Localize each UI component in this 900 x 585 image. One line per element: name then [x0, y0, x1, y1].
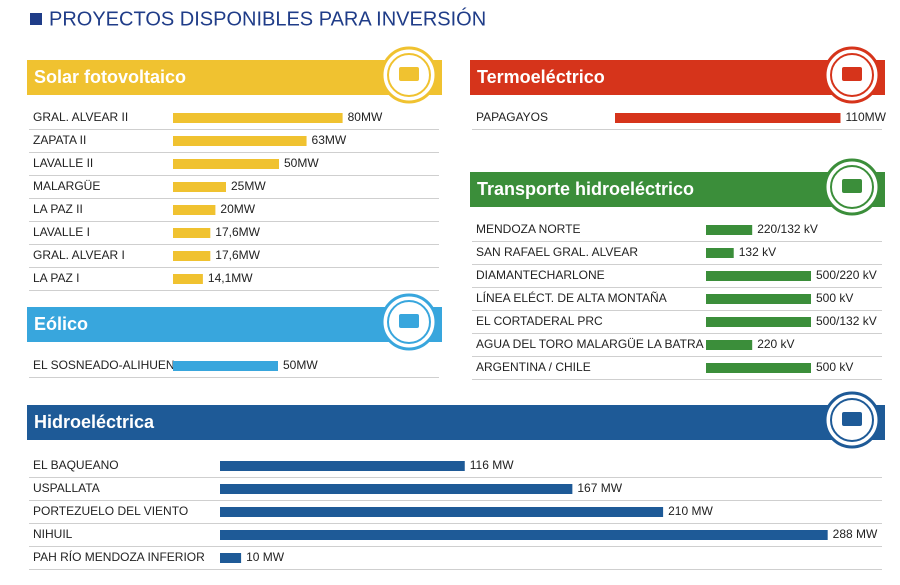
value-label: 50MW — [283, 358, 318, 372]
value-label: 220 kV — [757, 337, 794, 351]
category-label: PORTEZUELO DEL VIENTO — [33, 504, 188, 518]
bar — [220, 530, 828, 540]
value-label: 50MW — [284, 156, 319, 170]
category-label: LAVALLE I — [33, 225, 90, 239]
value-label: 500 kV — [816, 291, 853, 305]
category-label: ARGENTINA / CHILE — [476, 360, 591, 374]
category-label: SAN RAFAEL GRAL. ALVEAR — [476, 245, 638, 259]
category-label: PAPAGAYOS — [476, 110, 548, 124]
bar — [706, 340, 753, 350]
category-label: USPALLATA — [33, 481, 100, 495]
bar — [220, 484, 573, 494]
bar — [706, 363, 811, 373]
bar — [706, 317, 811, 327]
bar — [220, 507, 664, 517]
value-label: 10 MW — [246, 550, 285, 564]
section-title: Solar fotovoltaico — [34, 67, 186, 87]
value-label: 20MW — [220, 202, 255, 216]
value-label: 17,6MW — [215, 248, 260, 262]
bar — [173, 251, 211, 261]
category-label: LA PAZ I — [33, 271, 79, 285]
category-label: MENDOZA NORTE — [476, 222, 580, 236]
bar — [173, 136, 307, 146]
value-label: 132 kV — [739, 245, 776, 259]
section-icon-inner — [830, 165, 874, 209]
value-label: 288 MW — [833, 527, 878, 541]
section-header — [470, 60, 885, 95]
section-header — [27, 405, 885, 440]
category-label: AGUA DEL TORO MALARGÜE LA BATRA — [476, 337, 704, 351]
bar — [173, 361, 278, 371]
value-label: 25MW — [231, 179, 266, 193]
section-icon-glyph — [842, 412, 862, 426]
bar — [706, 225, 753, 235]
section-icon-glyph — [399, 314, 419, 328]
section-icon-glyph — [399, 67, 419, 81]
value-label: 500/220 kV — [816, 268, 877, 282]
category-label: NIHUIL — [33, 527, 73, 541]
bar — [173, 274, 203, 284]
value-label: 110MW — [846, 110, 887, 124]
value-label: 210 MW — [668, 504, 713, 518]
category-label: GRAL. ALVEAR I — [33, 248, 125, 262]
bar — [173, 113, 343, 123]
section-icon-inner — [387, 53, 431, 97]
category-label: MALARGÜE — [33, 179, 100, 193]
value-label: 500/132 kV — [816, 314, 877, 328]
value-label: 17,6MW — [215, 225, 260, 239]
section-icon-inner — [387, 300, 431, 344]
category-label: LA PAZ II — [33, 202, 83, 216]
bar — [173, 205, 216, 215]
category-label: EL SOSNEADO-ALIHUEN — [33, 358, 175, 372]
bar — [706, 271, 811, 281]
section-title: Hidroeléctrica — [34, 412, 155, 432]
bar — [220, 461, 465, 471]
value-label: 63MW — [312, 133, 347, 147]
bar — [173, 159, 279, 169]
section-icon-inner — [830, 53, 874, 97]
value-label: 80MW — [348, 110, 383, 124]
category-label: EL BAQUEANO — [33, 458, 119, 472]
section-header — [470, 172, 885, 207]
category-label: DIAMANTECHARLONE — [476, 268, 605, 282]
bar — [220, 553, 242, 563]
bar — [173, 182, 226, 192]
section-title: Transporte hidroeléctrico — [477, 179, 694, 199]
category-label: LÍNEA ELÉCT. DE ALTA MONTAÑA — [476, 290, 667, 305]
bar — [706, 294, 811, 304]
section-title: Eólico — [34, 314, 88, 334]
value-label: 116 MW — [470, 458, 514, 472]
section-header — [27, 307, 442, 342]
section-title: Termoeléctrico — [477, 67, 605, 87]
category-label: LAVALLE II — [33, 156, 93, 170]
bar — [173, 228, 211, 238]
bar — [615, 113, 841, 123]
category-label: ZAPATA II — [33, 133, 86, 147]
bar — [706, 248, 734, 258]
title-square — [30, 13, 42, 25]
value-label: 14,1MW — [208, 271, 253, 285]
page-title: PROYECTOS DISPONIBLES PARA INVERSIÓN — [49, 7, 486, 30]
section-header — [27, 60, 442, 95]
value-label: 167 MW — [577, 481, 622, 495]
category-label: EL CORTADERAL PRC — [476, 314, 603, 328]
category-label: GRAL. ALVEAR II — [33, 110, 128, 124]
section-icon-inner — [830, 398, 874, 442]
category-label: PAH RÍO MENDOZA INFERIOR — [33, 549, 205, 564]
section-icon-glyph — [842, 179, 862, 193]
section-icon-glyph — [842, 67, 862, 81]
value-label: 500 kV — [816, 360, 853, 374]
value-label: 220/132 kV — [757, 222, 818, 236]
